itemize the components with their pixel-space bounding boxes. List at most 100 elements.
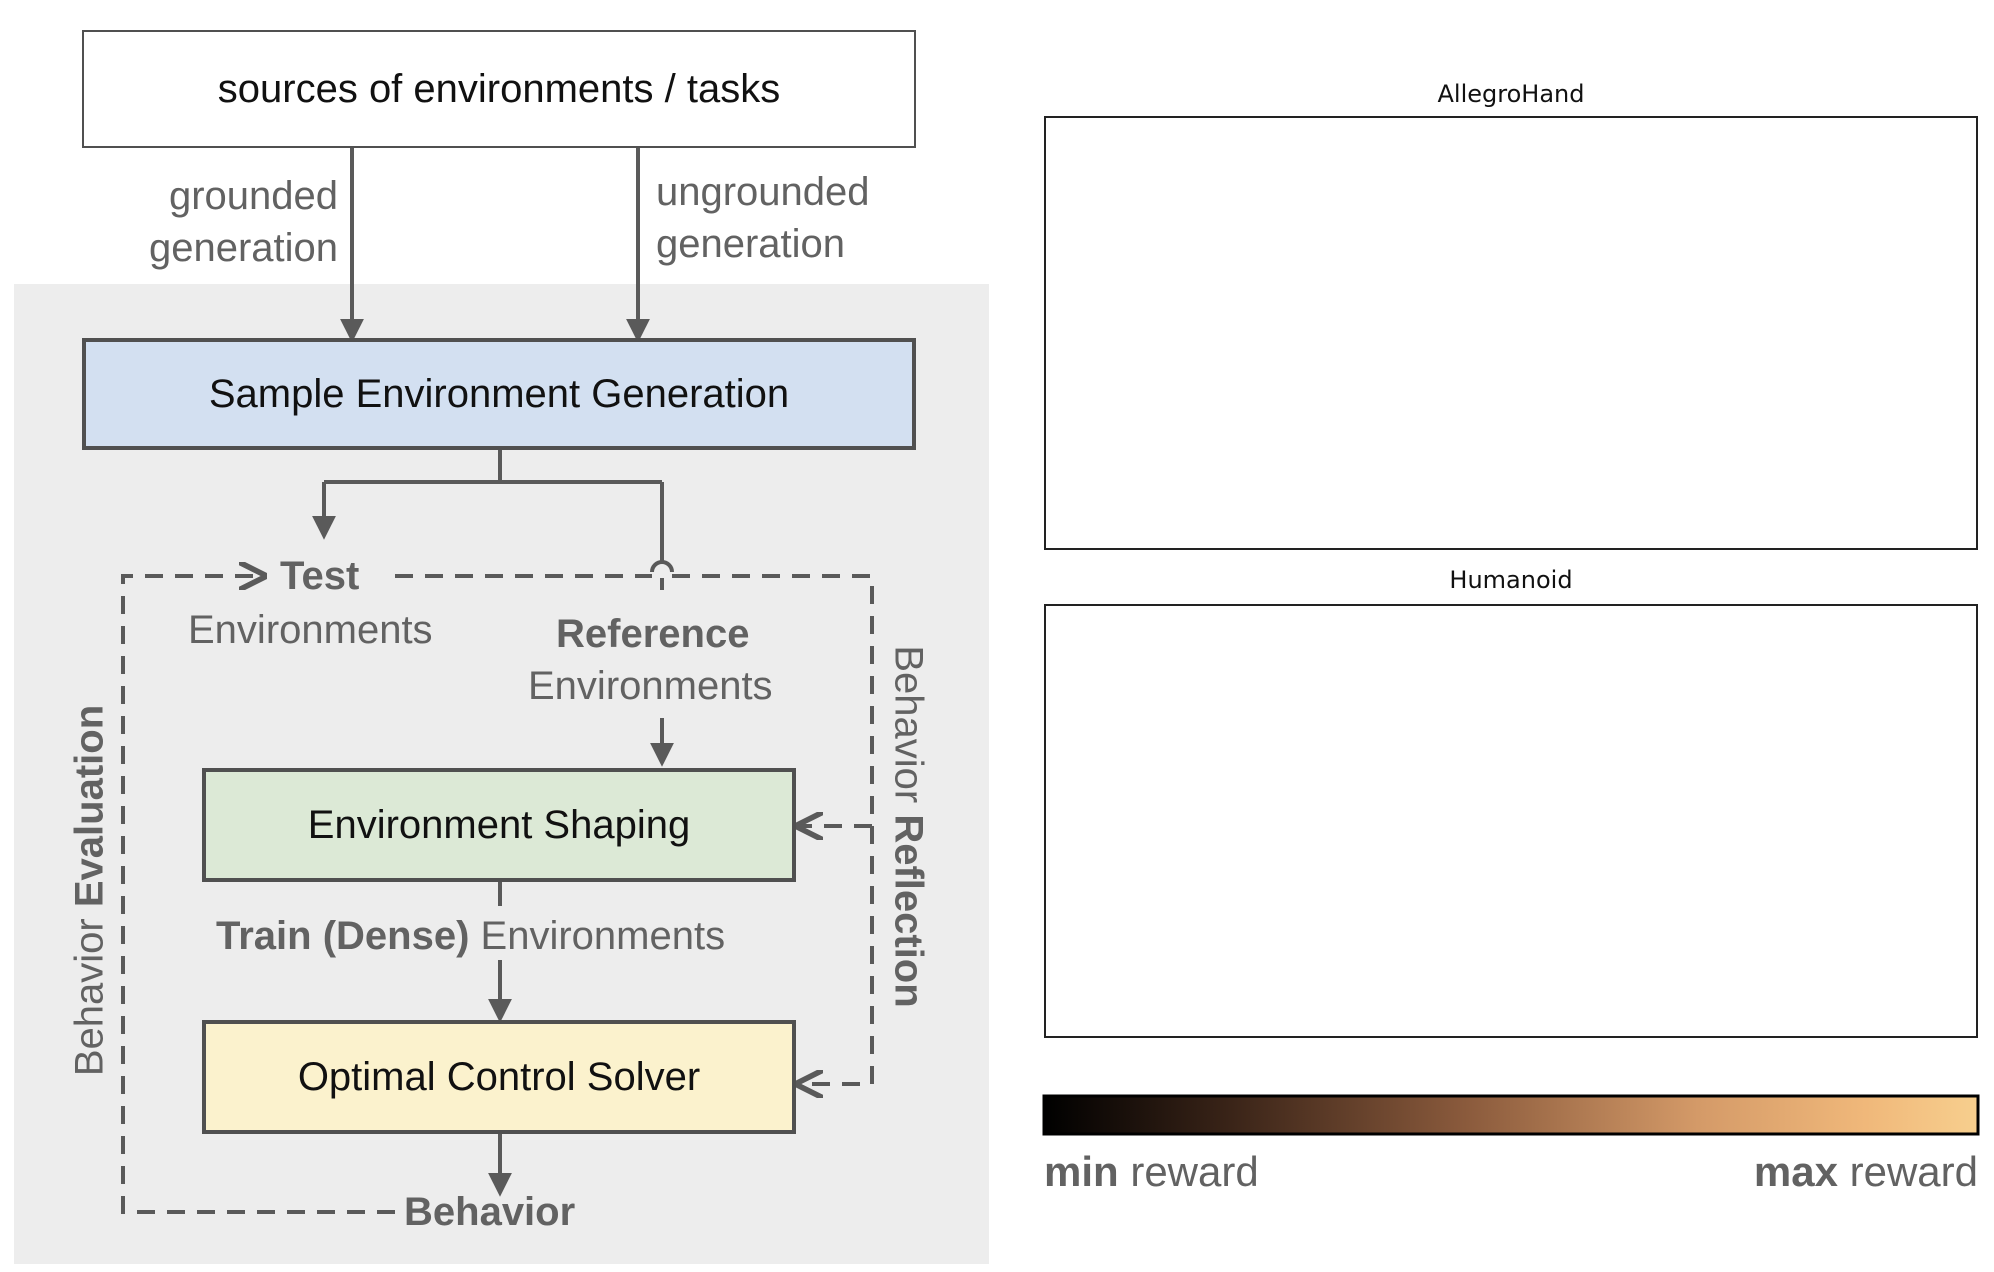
graph-edge [1376,887,1433,935]
graph-node-label: 35 [1893,694,1908,708]
graph-node: 26 [1381,811,1403,833]
graph-node: 20 [1267,286,1289,308]
graph-node: 24 [1687,215,1709,237]
graph-node-label: 9 [1829,219,1836,233]
graph-node-label: 7 [1894,219,1901,233]
graph-edge [1352,644,1457,698]
grounded-line-1: grounded [168,174,338,218]
graph-node: 42 [1243,359,1265,381]
graph-edge [1168,298,1464,369]
sample-generation-box: Sample Environment Generation [82,338,916,450]
graph-edge [1564,236,1578,287]
behavior-label: Behavior [404,1190,576,1234]
graph-node-label: 46 [1625,755,1640,769]
graph-node-label: 17 [1433,874,1448,888]
graph-node: 59 [1626,286,1648,308]
graph-node: 60 [1725,142,1747,164]
ungrounded-generation-label: ungrounded generation [656,166,870,270]
graph-node: 9 [1822,215,1844,237]
graph-node-label: 22 [1723,755,1738,769]
graph-node: 32 [1477,811,1499,833]
graph-node-label: 24 [1691,219,1706,233]
graph-node: 33 [1574,751,1596,773]
graph-node-label: 15 [1215,755,1230,769]
graph-edge [1736,770,1772,815]
graph-edge [1494,829,1530,873]
graph-node: 50 [1374,430,1396,452]
graph-node-label: 8 [1436,219,1443,233]
allegrohand-title: AllegroHand [1437,80,1585,108]
graph-edge [1758,236,1772,287]
min-reward-label: min reward [1044,1148,1259,1196]
graph-node: 0 [1357,930,1379,952]
graph-node: 35 [1341,430,1363,452]
graph-node-label: 5 [1154,363,1161,377]
graph-node: 46 [1621,751,1643,773]
graph-node-label: 3 [1532,755,1539,769]
graph-edge [1691,702,1890,760]
graph-edge [1426,772,1440,812]
graph-edge [1728,163,1742,216]
graph-edge [1216,772,1230,812]
graph-node: 46 [1492,215,1514,237]
graph-node: 31 [1855,215,1877,237]
graph-node: 41 [1331,215,1353,237]
graph-edge [1398,829,1434,873]
graph-edge [1704,235,1729,288]
graph-node-label: 11 [1269,219,1284,233]
graph-node-label: 12 [1529,874,1544,888]
graph-node: 1 [1463,286,1485,308]
graph-edge [1774,712,1779,752]
graph-edge [1545,765,1672,819]
graph-node-label: 10 [1281,434,1296,448]
behavior-reflection-label: Behavior Reflection [886,627,931,1027]
graph-edge [1418,890,1438,932]
graph-node: 49 [1471,751,1493,773]
graph-edge [1415,230,1532,293]
graph-node-label: 42 [1247,363,1262,377]
max-rest: reward [1837,1148,1978,1195]
graph-node-label: 59 [1630,290,1645,304]
graph-node-label: 18 [1215,363,1230,377]
graph-node: 40 [1721,215,1743,237]
graph-node: 37 [1621,690,1643,712]
graph-node: 48 [1405,991,1427,1013]
reference-label: Reference [556,612,750,656]
graph-node: 47 [1362,215,1384,237]
graph-node-label: 18 [1361,755,1376,769]
graph-node: 22 [1719,751,1741,773]
graph-node: 21 [1381,870,1403,892]
graph-edge [1497,825,1622,878]
graph-node: 33 [1381,286,1403,308]
graph-node: 40 [1259,811,1281,833]
reference-environments-label: Environments [528,664,773,708]
graph-node-label: 23 [1565,290,1580,304]
graph-node: 24 [1477,870,1499,892]
graph-node-label: 2 [1122,363,1129,377]
graph-node-label: 20 [1271,290,1286,304]
graph-node-label: 40 [1725,219,1740,233]
graph-node-label: 47 [1366,219,1381,233]
graph-node-label: 36 [1409,934,1424,948]
graph-edge [1423,947,1480,996]
graph-edge [1515,299,1724,368]
graph-node: 23 [1259,690,1281,712]
graph-node-label: 21 [1385,874,1400,888]
graph-node-label: 24 [1481,874,1496,888]
graph-node: 19 [1495,286,1517,308]
max-reward-label: max reward [1754,1148,1978,1196]
graph-node-label: 27 [1890,146,1905,160]
graph-node: 15 [1755,286,1777,308]
graph-edge [1424,887,1481,935]
graph-edge [1726,236,1740,287]
graph-node-label: 27 [1407,694,1422,708]
graph-node: 28 [1621,811,1643,833]
graph-node-label: 2 [1484,934,1491,948]
max-bold: max [1753,1148,1838,1195]
graph-node: 18 [1211,359,1233,381]
graph-node: 38 [1693,630,1715,652]
test-label: Test [280,554,360,598]
train-environments-text: Environments [469,914,726,958]
graph-node: 9 [1161,751,1183,773]
